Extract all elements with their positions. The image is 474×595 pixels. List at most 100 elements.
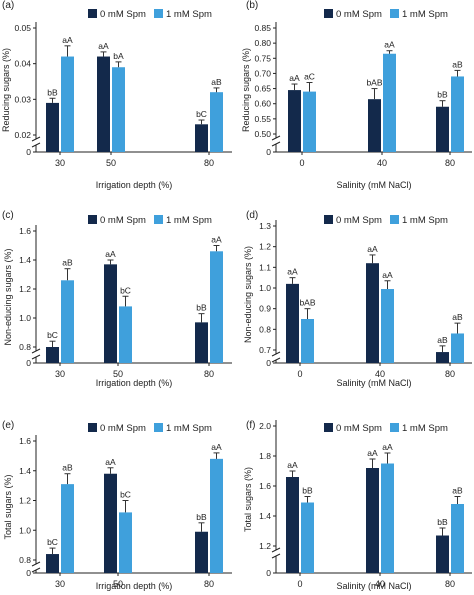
bar-spm1: [112, 67, 125, 152]
axis-break-mark: [271, 357, 281, 363]
y-axis-title: Non-educing sugars (%): [243, 246, 253, 343]
significance-label: bB: [437, 517, 448, 527]
bar-spm0: [97, 56, 110, 152]
y-tick-label: 0: [266, 147, 271, 157]
x-axis-title: Irrigation depth (%): [96, 378, 173, 388]
x-tick-label: 0: [297, 369, 302, 379]
significance-label: aA: [367, 448, 378, 458]
bar-spm1: [210, 251, 223, 363]
significance-label: bA: [113, 51, 124, 61]
bar-spm0: [46, 347, 59, 363]
x-axis-title: Salinity (mM NaCl): [336, 581, 411, 591]
y-tick-label: 1.4: [19, 466, 31, 476]
legend-swatch: [88, 215, 97, 224]
significance-label: bC: [120, 285, 131, 295]
significance-label: aA: [382, 270, 393, 280]
bar-spm0: [46, 554, 59, 573]
axis-break-mark: [31, 142, 41, 148]
significance-label: bAB: [299, 298, 315, 308]
bar-spm0: [104, 264, 117, 363]
legend-label: 0 mM Spm: [100, 423, 146, 434]
legend-label: 1 mM Spm: [402, 9, 448, 20]
y-tick-label: 1.2: [259, 541, 271, 551]
bar-spm1: [381, 289, 394, 363]
y-tick-label: 1.4: [19, 255, 31, 265]
panel-label: (e): [2, 420, 14, 431]
y-tick-label: 0.03: [14, 94, 31, 104]
significance-label: bB: [437, 90, 448, 100]
bar-spm0: [286, 477, 299, 573]
y-tick-label: 1.2: [19, 284, 31, 294]
legend-label: 0 mM Spm: [336, 215, 382, 226]
bar-spm0: [195, 531, 208, 573]
y-tick-label: 1.2: [19, 496, 31, 506]
significance-label: aB: [452, 312, 463, 322]
x-tick-label: 0: [297, 579, 302, 589]
y-tick-label: 1.0: [259, 283, 271, 293]
legend-label: 0 mM Spm: [336, 9, 382, 20]
y-tick-label: 1.3: [259, 221, 271, 231]
axis-break-mark: [31, 136, 41, 142]
y-tick-label: 0.8: [19, 555, 31, 565]
bar-spm1: [119, 306, 132, 363]
x-tick-label: 0: [299, 158, 304, 168]
legend-label: 0 mM Spm: [336, 423, 382, 434]
significance-label: bAB: [366, 78, 382, 88]
bar-spm1: [301, 502, 314, 573]
x-tick-label: 80: [445, 158, 455, 168]
significance-label: aA: [287, 460, 298, 470]
x-axis-title: Irrigation depth (%): [96, 180, 173, 190]
legend-swatch: [324, 215, 333, 224]
significance-label: bB: [196, 303, 207, 313]
y-axis-title: Reducing sugars (%): [241, 48, 251, 132]
chart-panel-6: (f) 0 mM Spm 1 mM Spm 0 1.2 1.4 1.6 1.8 2.0 Total…: [243, 420, 472, 591]
bar-spm0: [436, 106, 449, 152]
y-tick-label: 1.6: [259, 481, 271, 491]
y-tick-label: 0: [26, 568, 31, 578]
chart-panel-3: (c) 0 mM Spm 1 mM Spm 0 0.8 1.0 1.2 1.4 1.6 Non-e…: [2, 210, 232, 388]
axis-break-mark: [271, 141, 281, 147]
bar-spm0: [104, 473, 117, 573]
y-tick-label: 0: [266, 568, 271, 578]
legend-label: 1 mM Spm: [402, 215, 448, 226]
y-tick-label: 0.7: [259, 345, 271, 355]
axis-break-mark: [271, 135, 281, 141]
x-axis-title: Irrigation depth (%): [96, 581, 173, 591]
y-tick-label: 0.65: [254, 84, 271, 94]
significance-label: aA: [105, 457, 116, 467]
significance-label: aA: [384, 40, 395, 50]
y-tick-label: 1.1: [259, 262, 271, 272]
legend-swatch: [390, 215, 399, 224]
y-tick-label: 0: [26, 358, 31, 368]
significance-label: bB: [302, 486, 313, 496]
x-tick-label: 50: [106, 158, 116, 168]
legend-label: 1 mM Spm: [166, 9, 212, 20]
legend-label: 0 mM Spm: [100, 9, 146, 20]
x-tick-label: 50: [113, 579, 123, 589]
chart-panel-1: (a) 0 mM Spm 1 mM Spm 0 0.02 0.03 0.04 0.05 Redu…: [1, 0, 232, 190]
x-tick-label: 40: [375, 369, 385, 379]
y-tick-label: 1.6: [19, 436, 31, 446]
x-tick-label: 30: [55, 579, 65, 589]
y-tick-label: 0: [26, 147, 31, 157]
bar-spm0: [366, 468, 379, 573]
panel-label: (f): [246, 420, 255, 431]
legend-swatch: [154, 423, 163, 432]
x-tick-label: 80: [204, 158, 214, 168]
axis-break-mark: [271, 553, 281, 559]
bar-spm1: [303, 91, 316, 152]
bar-spm0: [368, 99, 381, 152]
significance-label: aA: [98, 41, 109, 51]
legend-swatch: [324, 423, 333, 432]
bar-spm1: [210, 92, 223, 152]
panel-label: (c): [2, 210, 14, 221]
legend-swatch: [154, 9, 163, 18]
significance-label: aB: [437, 335, 448, 345]
y-tick-label: 0.02: [14, 130, 31, 140]
bar-spm0: [195, 124, 208, 152]
legend-swatch: [390, 9, 399, 18]
significance-label: aA: [287, 267, 298, 277]
significance-label: aB: [452, 59, 463, 69]
x-axis-title: Salinity (mM NaCl): [336, 378, 411, 388]
